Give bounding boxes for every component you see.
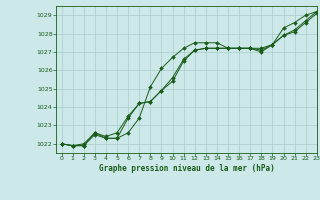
X-axis label: Graphe pression niveau de la mer (hPa): Graphe pression niveau de la mer (hPa): [99, 164, 274, 173]
